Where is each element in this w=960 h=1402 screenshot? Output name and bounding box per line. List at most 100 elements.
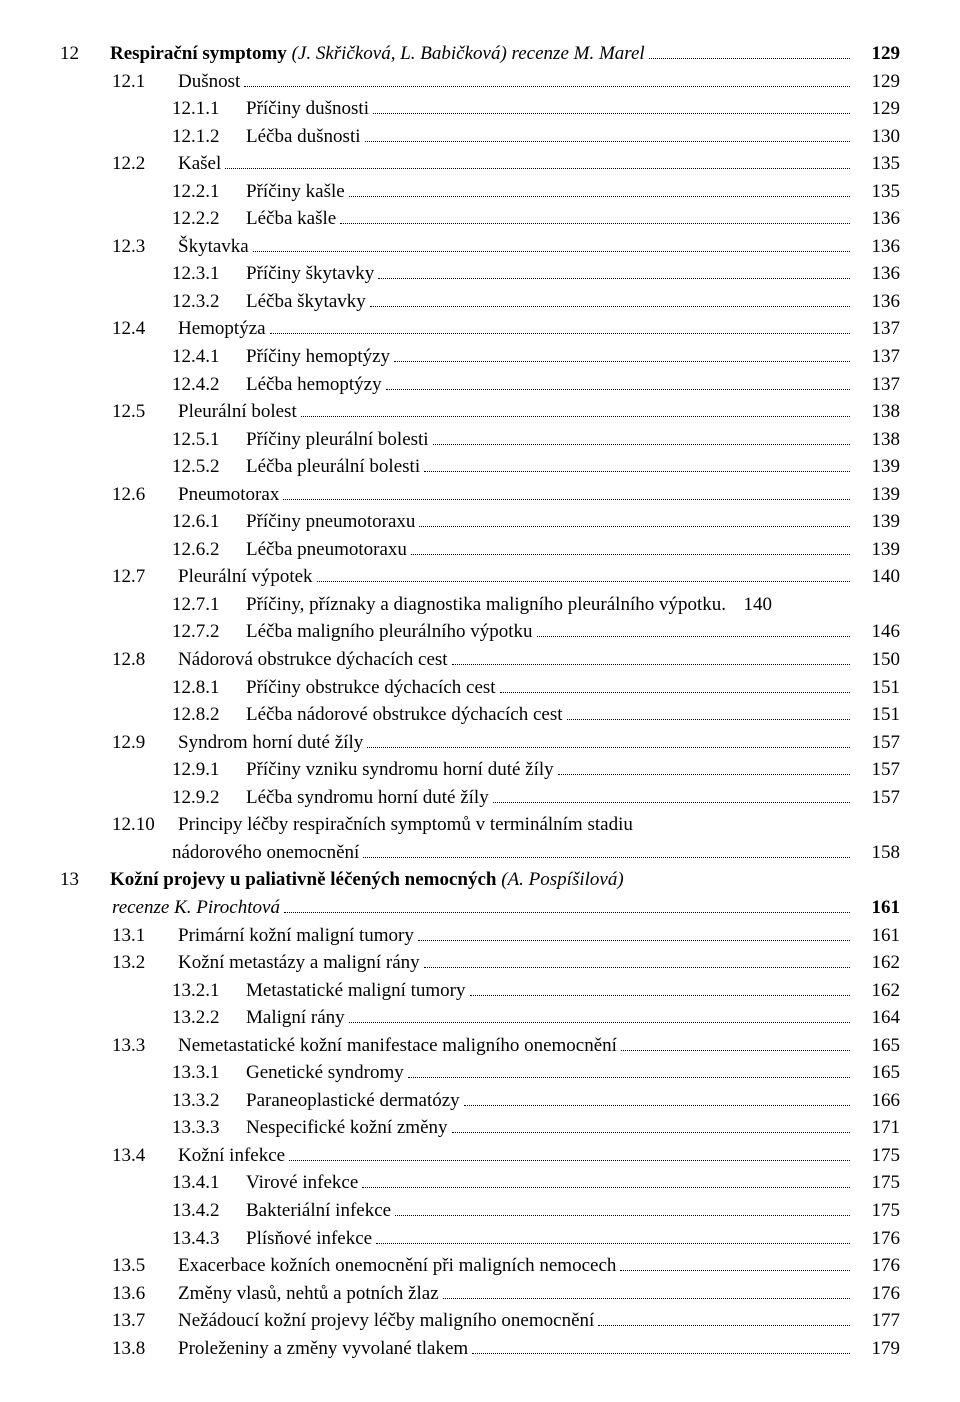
toc-number: 13.4.3 [172, 1225, 246, 1253]
toc-number: 12.2.1 [172, 178, 246, 206]
toc-label: Kožní infekce [178, 1142, 285, 1170]
toc-number: 12.7 [112, 563, 178, 591]
toc-page-number: 137 [854, 371, 900, 399]
toc-entry: 13.3.3Nespecifické kožní změny171 [60, 1114, 900, 1142]
toc-page-number: 176 [854, 1225, 900, 1253]
toc-page-number: 176 [854, 1252, 900, 1280]
toc-page-number: 139 [854, 481, 900, 509]
toc-entry: 13.4.1Virové infekce175 [60, 1169, 900, 1197]
toc-page-number: 165 [854, 1032, 900, 1060]
toc-page-number: 157 [854, 784, 900, 812]
toc-leader [301, 399, 850, 417]
toc-number: 12.5.2 [172, 453, 246, 481]
toc-label: Metastatické maligní tumory [246, 977, 466, 1005]
toc-page-number: 161 [854, 922, 900, 950]
toc-label: Dušnost [178, 68, 240, 96]
toc-label: Léčba pneumotoraxu [246, 536, 407, 564]
toc-entry-continuation: nádorového onemocnění158 [60, 839, 900, 867]
toc-label: Nespecifické kožní změny [246, 1114, 448, 1142]
toc-entry: 12.8.1Příčiny obstrukce dýchacích cest15… [60, 674, 900, 702]
toc-label: Příčiny pneumotoraxu [246, 508, 415, 536]
toc-label: Léčba syndromu horní duté žíly [246, 784, 489, 812]
toc-label: Škytavka [178, 233, 249, 261]
toc-entry: 12.3Škytavka136 [60, 233, 900, 261]
toc-label: Příčiny dušnosti [246, 95, 369, 123]
toc-page-number: 166 [854, 1087, 900, 1115]
toc-leader [284, 895, 850, 913]
toc-entry: 12.2.2Léčba kašle136 [60, 205, 900, 233]
toc-page-number: 136 [854, 260, 900, 288]
toc-label: Bakteriální infekce [246, 1197, 391, 1225]
toc-leader [376, 1225, 850, 1243]
toc-label: Paraneoplastické dermatózy [246, 1087, 460, 1115]
toc-leader [386, 371, 850, 389]
toc-label: Příčiny vzniku syndromu horní duté žíly [246, 756, 554, 784]
toc-leader [567, 702, 850, 720]
toc-leader [408, 1060, 850, 1078]
toc-number: 13.3 [112, 1032, 178, 1060]
toc-page-number: 137 [854, 343, 900, 371]
toc-entry: 13.5Exacerbace kožních onemocnění při ma… [60, 1252, 900, 1280]
toc-page-number: 162 [854, 977, 900, 1005]
toc-page-number: 151 [854, 701, 900, 729]
toc-number: 13.3.3 [172, 1114, 246, 1142]
toc-leader [317, 564, 850, 582]
toc-label: Proleženiny a změny vyvolané tlakem [178, 1335, 468, 1363]
toc-number: 12 [60, 40, 110, 68]
toc-number: 12.1.2 [172, 123, 246, 151]
toc-page-number: 138 [854, 398, 900, 426]
toc-label: recenze K. Pirochtová [112, 894, 280, 922]
toc-page-number: 161 [854, 894, 900, 922]
toc-leader [363, 840, 850, 858]
toc-leader [365, 124, 850, 142]
toc-leader [270, 316, 850, 334]
toc-entry-continuation: recenze K. Pirochtová 161 [60, 894, 900, 922]
toc-leader [433, 427, 850, 445]
toc-page-number: 129 [854, 68, 900, 96]
toc-leader [558, 757, 850, 775]
toc-page: 12Respirační symptomy (J. Skřičková, L. … [0, 0, 960, 1402]
toc-entry: 12.2Kašel135 [60, 150, 900, 178]
toc-label: Pneumotorax [178, 481, 279, 509]
toc-entry: 12.6.1Příčiny pneumotoraxu139 [60, 508, 900, 536]
toc-number: 12.8.1 [172, 674, 246, 702]
toc-label: Primární kožní maligní tumory [178, 922, 414, 950]
toc-leader [395, 1198, 850, 1216]
toc-page-number: 129 [854, 95, 900, 123]
toc-page-number: 150 [854, 646, 900, 674]
toc-leader [464, 1088, 850, 1106]
toc-page-number: 146 [854, 618, 900, 646]
toc-leader [253, 234, 850, 252]
toc-entry: 13.2.2Maligní rány164 [60, 1004, 900, 1032]
toc-entry: 12.9.2Léčba syndromu horní duté žíly 157 [60, 784, 900, 812]
toc-label: Příčiny hemoptýzy [246, 343, 390, 371]
toc-entry: 12.5.1Příčiny pleurální bolesti138 [60, 426, 900, 454]
toc-leader [244, 68, 850, 86]
toc-leader [349, 1005, 850, 1023]
toc-entry: 12.1.1Příčiny dušnosti129 [60, 95, 900, 123]
toc-leader [443, 1281, 850, 1299]
toc-number: 13.5 [112, 1252, 178, 1280]
toc-number: 12.3.2 [172, 288, 246, 316]
toc-number: 12.9.2 [172, 784, 246, 812]
toc-entry: 13.6Změny vlasů, nehtů a potních žlaz176 [60, 1280, 900, 1308]
toc-number: 12.2.2 [172, 205, 246, 233]
toc-entry: 12.1Dušnost129 [60, 68, 900, 96]
toc-number: 12.9 [112, 729, 178, 757]
toc-page-number: 136 [854, 288, 900, 316]
toc-page-number: 176 [854, 1280, 900, 1308]
toc-number: 12.5 [112, 398, 178, 426]
toc-entry: 12.10Principy léčby respiračních symptom… [60, 811, 900, 839]
toc-leader [424, 950, 850, 968]
toc-page-number: 136 [854, 233, 900, 261]
toc-entry: 12Respirační symptomy (J. Skřičková, L. … [60, 40, 900, 68]
toc-label: Příčiny, příznaky a diagnostika maligníh… [246, 591, 721, 619]
toc-page-number: 135 [854, 150, 900, 178]
toc-leader [419, 509, 850, 527]
toc-leader [493, 785, 850, 803]
toc-entry: 13.8Proleženiny a změny vyvolané tlakem1… [60, 1335, 900, 1363]
toc-label: Příčiny škytavky [246, 260, 374, 288]
toc-page-number: 135 [854, 178, 900, 206]
toc-label: Změny vlasů, nehtů a potních žlaz [178, 1280, 439, 1308]
toc-entry: 13.3Nemetastatické kožní manifestace mal… [60, 1032, 900, 1060]
